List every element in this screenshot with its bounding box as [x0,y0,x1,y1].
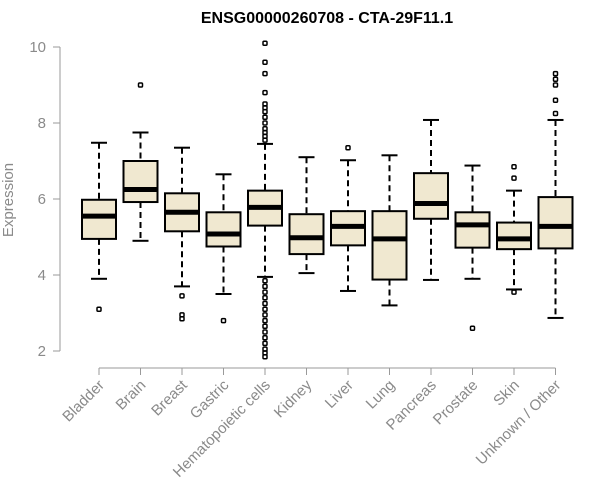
y-tick-label: 8 [38,115,46,132]
x-tick-label: Liver [322,377,357,412]
outlier-point [262,120,268,126]
outlier-point [262,283,268,290]
outlier-point [262,295,268,301]
y-tick-label: 4 [38,267,46,284]
outlier-point [511,163,517,170]
outlier-point [262,70,268,77]
x-tick-label: Lung [363,377,399,413]
box-iqr [413,172,449,220]
y-axis-label: Expression [0,163,17,237]
box-group [496,163,532,295]
y-tick-label: 6 [38,191,46,208]
outlier-point [179,293,185,299]
box-group [122,82,159,242]
outlier-point [262,277,268,284]
outlier-point [262,334,268,341]
box-iqr [81,198,117,240]
chart-title: ENSG00000260708 - CTA-29F11.1 [201,10,453,27]
outlier-point [262,289,268,295]
box-group [247,40,283,360]
outlier-point [262,114,268,121]
box-group [81,141,117,312]
box-group [454,164,491,331]
outlier-point [345,144,351,151]
outlier-point [262,353,268,360]
outlier-point [220,317,227,324]
outlier-point [262,323,268,330]
box-group [413,118,449,281]
outlier-point [262,317,268,324]
outlier-point [552,70,559,77]
outlier-point [137,82,144,88]
outlier-point [469,325,476,331]
y-tick-label: 2 [38,343,46,360]
outlier-point [262,300,268,307]
outlier-point [552,97,559,103]
y-tick-label: 10 [29,39,46,56]
box-iqr [205,211,242,248]
outlier-point [511,289,517,295]
outlier-point [262,137,268,143]
outlier-point [262,108,268,115]
outlier-point [262,89,268,96]
box-iqr [454,211,491,249]
outlier-point [552,76,559,83]
box-group [164,146,200,322]
box-group [371,154,408,307]
outlier-point [262,40,268,46]
box-iqr [288,213,325,256]
x-tick-label: Brain [113,377,150,414]
box-group [288,156,325,275]
outlier-point [552,82,559,88]
outlier-point [262,306,268,312]
x-tick-label: Breast [148,376,191,419]
x-tick-label: Bladder [59,377,108,426]
box-iqr [496,221,532,251]
box-group [330,144,366,292]
box-group [205,173,242,324]
box-iqr [537,196,574,250]
x-tick-label: Kidney [271,376,316,421]
outlier-point [96,306,102,312]
x-tick-label: Skin [490,377,523,410]
outlier-point [179,315,185,322]
x-tick-label: Prostate [430,377,482,429]
box-series [81,40,574,360]
outlier-point [262,329,268,335]
box-group [537,70,574,319]
box-iqr [371,210,408,281]
outlier-point [511,175,517,181]
outlier-point [262,340,268,347]
outlier-point [262,59,268,65]
outlier-point [262,312,268,318]
outlier-point [552,110,559,117]
y-axis: 2 4 6 8 10 [29,39,61,360]
box-iqr [122,160,159,204]
